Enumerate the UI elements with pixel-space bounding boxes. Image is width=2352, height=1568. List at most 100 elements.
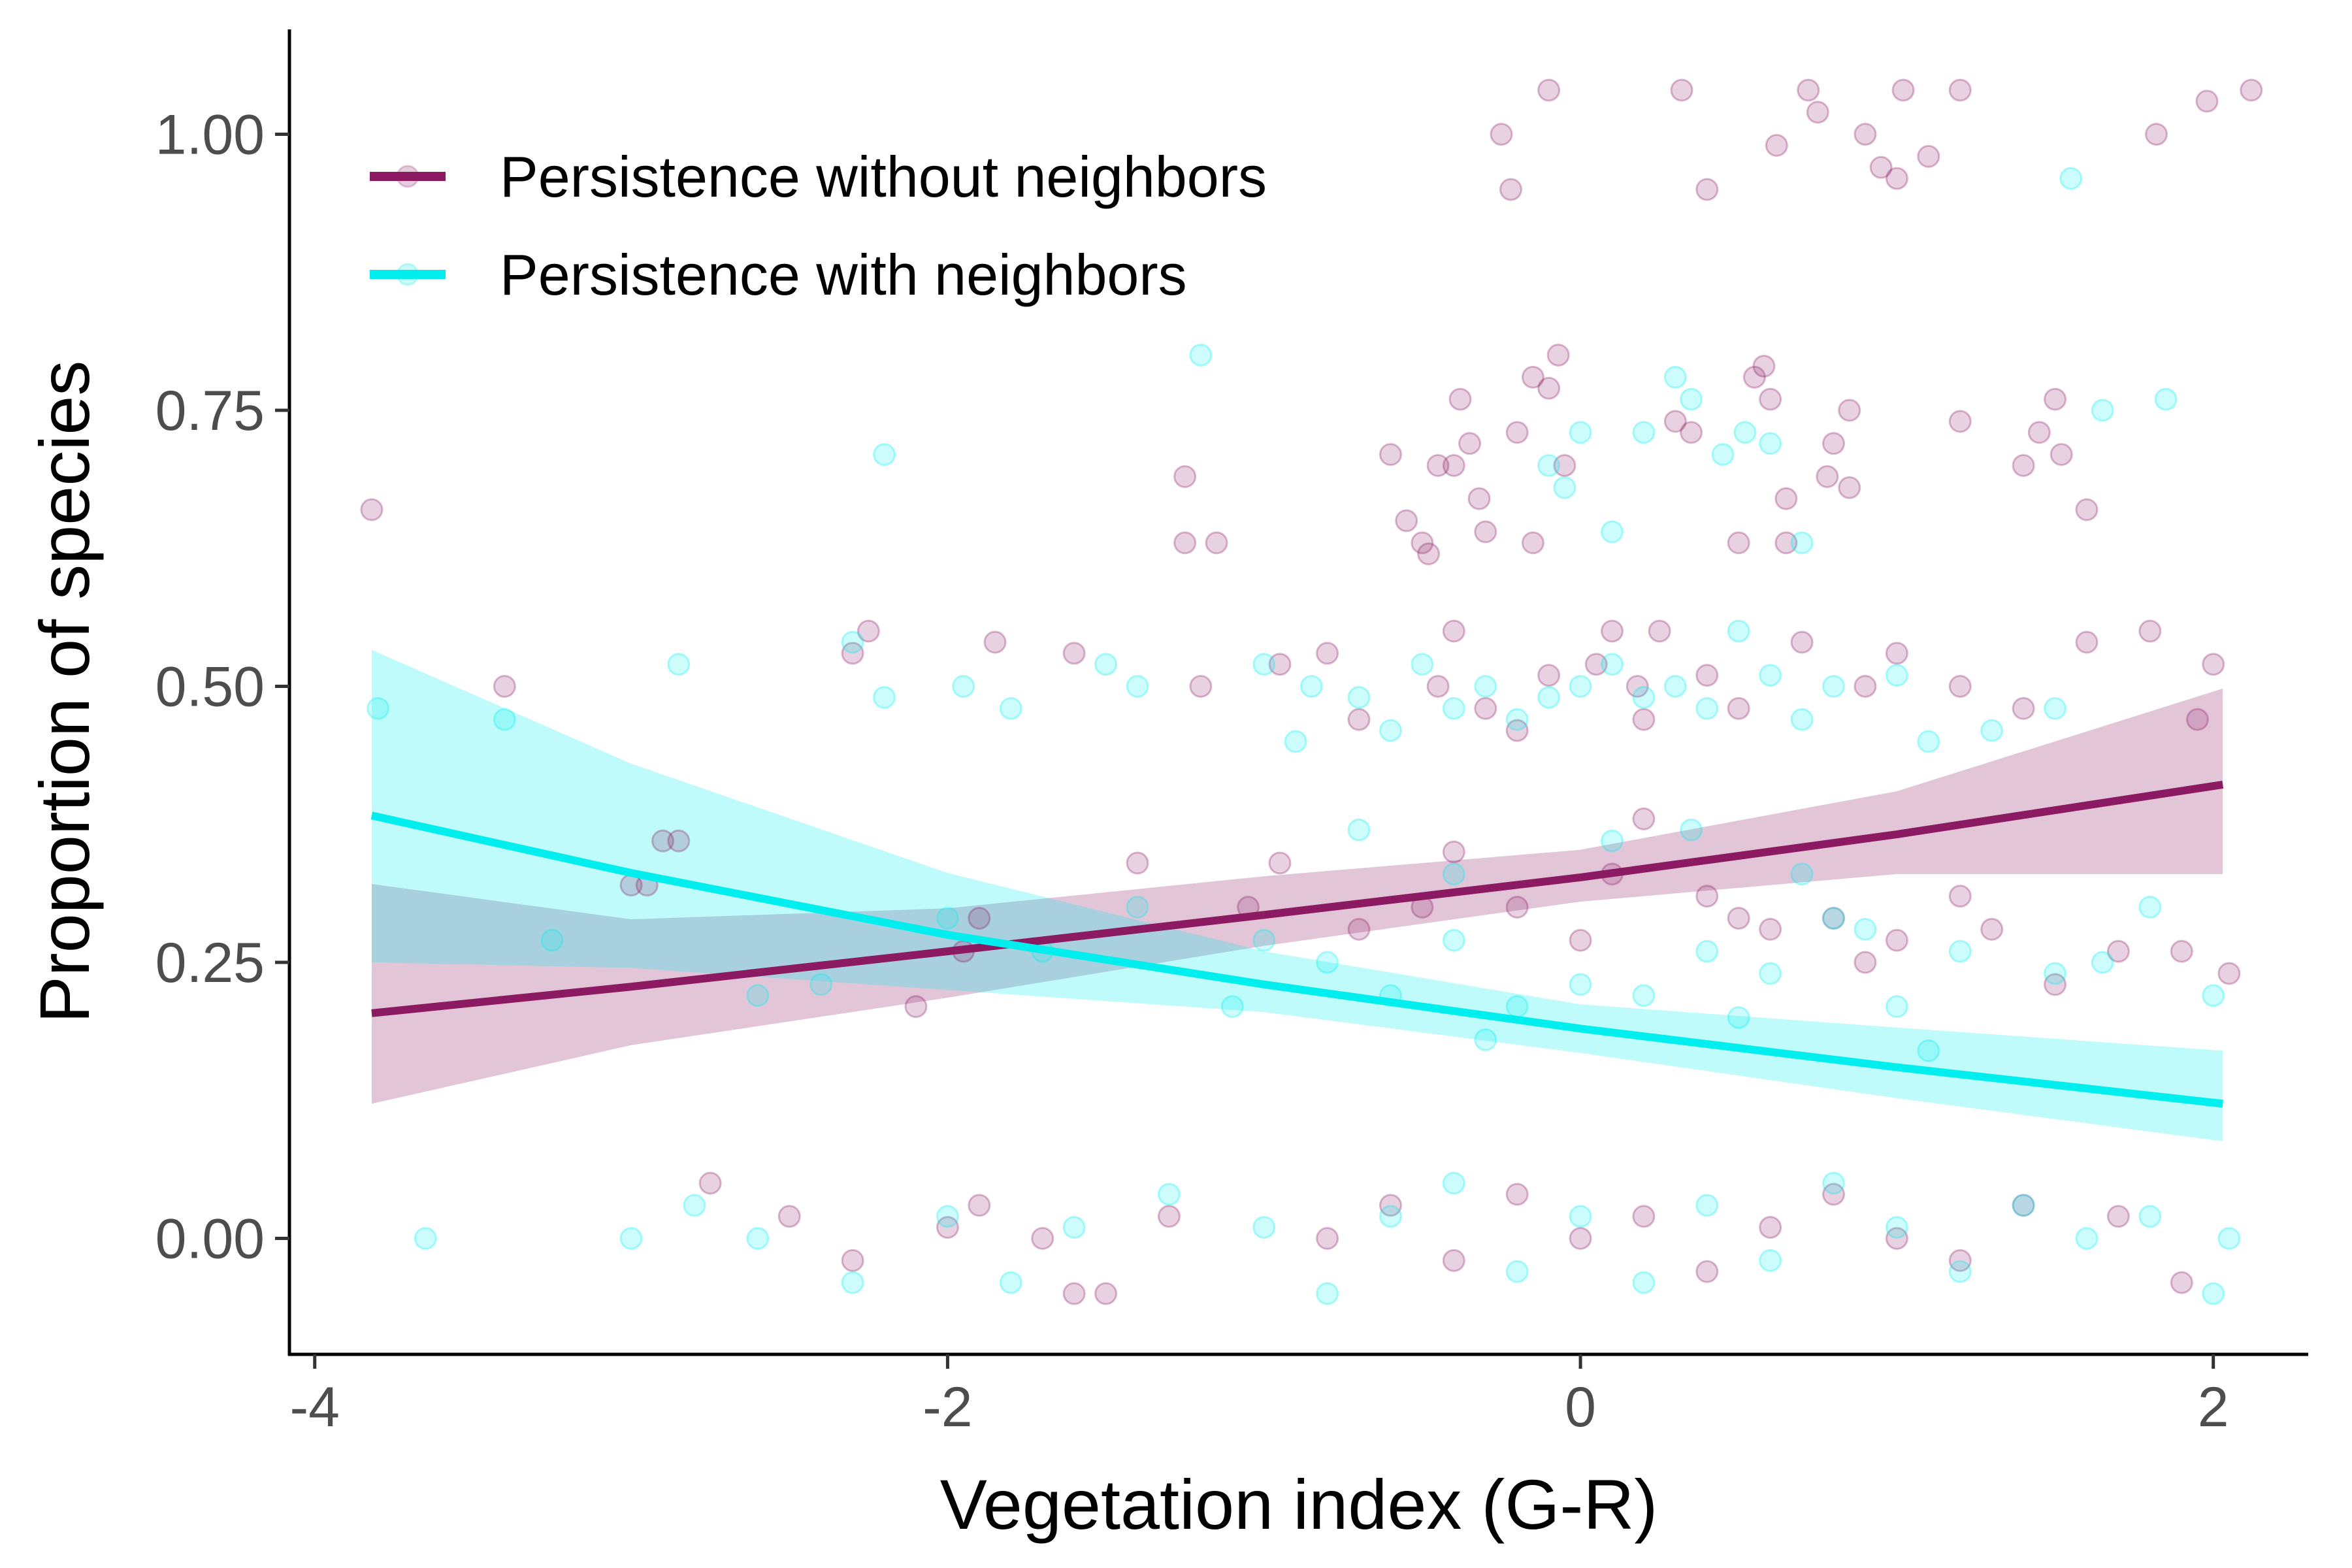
data-point-persistence-without-neighbors (1948, 78, 1972, 102)
data-point-persistence-without-neighbors (1553, 454, 1576, 478)
data-point-persistence-with-neighbors (683, 1194, 706, 1217)
data-point-persistence-without-neighbors (1854, 951, 1877, 974)
data-point-persistence-without-neighbors (1505, 719, 1529, 742)
data-point-persistence-with-neighbors (841, 630, 864, 654)
data-point-persistence-with-neighbors (2217, 1227, 2241, 1250)
data-point-persistence-without-neighbors (1774, 531, 1798, 555)
data-point-persistence-with-neighbors (1316, 1282, 1339, 1305)
data-point-persistence-without-neighbors (1467, 487, 1491, 510)
data-point-persistence-without-neighbors (1885, 1227, 1908, 1250)
data-point-persistence-without-neighbors (1316, 642, 1339, 665)
data-point-persistence-without-neighbors (2170, 939, 2193, 963)
data-point-persistence-without-neighbors (1521, 365, 1544, 389)
data-point-persistence-with-neighbors (1299, 675, 1323, 698)
data-point-persistence-with-neighbors (1252, 928, 1276, 952)
y-axis-ticks: 0.00 0.25 0.50 0.75 1.00 (155, 104, 289, 1271)
data-point-persistence-without-neighbors (983, 630, 1007, 654)
data-point-persistence-without-neighbors (1774, 487, 1798, 510)
data-point-persistence-with-neighbors (1600, 653, 1624, 676)
y-tick-label: 1.00 (155, 104, 265, 167)
data-point-persistence-without-neighbors (1838, 476, 1861, 499)
data-point-persistence-with-neighbors (1220, 995, 1244, 1019)
data-point-persistence-without-neighbors (2217, 962, 2241, 985)
data-point-persistence-without-neighbors (698, 1171, 722, 1195)
data-point-persistence-without-neighbors (1948, 1249, 1972, 1272)
data-point-persistence-with-neighbors (1126, 896, 1149, 919)
data-point-persistence-with-neighbors (1759, 664, 1782, 687)
data-point-persistence-with-neighbors (1442, 1171, 1465, 1195)
data-point-persistence-without-neighbors (1062, 642, 1086, 665)
data-point-persistence-without-neighbors (1474, 520, 1497, 544)
data-point-persistence-without-neighbors (1600, 619, 1624, 643)
data-point-persistence-with-neighbors (936, 1205, 959, 1228)
data-point-persistence-with-neighbors (1189, 344, 1213, 367)
data-point-persistence-with-neighbors (1790, 531, 1814, 555)
y-axis-title: Proportion of species (25, 361, 104, 1024)
data-point-persistence-with-neighbors (1474, 1028, 1497, 1051)
data-point-persistence-without-neighbors (777, 1205, 801, 1228)
data-point-persistence-with-neighbors (1948, 939, 1972, 963)
data-point-persistence-without-neighbors (1521, 531, 1544, 555)
data-point-persistence-with-neighbors (1885, 1216, 1908, 1239)
data-point-persistence-with-neighbors (1474, 675, 1497, 698)
data-point-persistence-without-neighbors (1695, 1260, 1719, 1283)
x-tick-label: 2 (2198, 1376, 2229, 1439)
data-point-persistence-without-neighbors (1759, 1216, 1782, 1239)
data-point-persistence-with-neighbors (1917, 730, 1940, 753)
data-point-persistence-without-neighbors (936, 1216, 959, 1239)
x-tick-label: 0 (1565, 1376, 1596, 1439)
data-point-persistence-with-neighbors (2044, 696, 2067, 720)
fit-line-persistence-with-neighbors (370, 811, 2223, 1108)
data-point-persistence-with-neighbors (619, 1227, 643, 1250)
data-point-persistence-with-neighbors (1632, 421, 1656, 444)
data-point-persistence-with-neighbors (493, 708, 516, 731)
data-point-persistence-without-neighbors (1797, 78, 1820, 102)
data-point-persistence-without-neighbors (1347, 708, 1371, 731)
legend-label-with-neighbors: Persistence with neighbors (500, 242, 1187, 307)
data-point-persistence-with-neighbors (1347, 818, 1371, 841)
data-point-persistence-with-neighbors (1980, 719, 2004, 742)
data-point-persistence-with-neighbors (1062, 1216, 1086, 1239)
data-point-persistence-without-neighbors (1505, 896, 1529, 919)
data-point-persistence-with-neighbors (1759, 432, 1782, 455)
data-point-persistence-without-neighbors (1765, 133, 1788, 157)
data-point-persistence-without-neighbors (857, 619, 880, 643)
data-point-persistence-with-neighbors (2138, 896, 2162, 919)
data-point-persistence-without-neighbors (1094, 1282, 1118, 1305)
data-point-persistence-without-neighbors (968, 906, 991, 930)
data-point-persistence-without-neighbors (1537, 376, 1561, 400)
data-point-persistence-without-neighbors (2240, 78, 2263, 102)
legend: Persistence without neighbors Persistenc… (370, 144, 1267, 307)
data-point-persistence-with-neighbors (367, 696, 390, 720)
data-point-persistence-without-neighbors (1411, 531, 1434, 555)
data-point-persistence-without-neighbors (1727, 531, 1750, 555)
data-point-persistence-without-neighbors (1790, 630, 1814, 654)
data-point-persistence-without-neighbors (1632, 708, 1656, 731)
data-point-persistence-with-neighbors (1790, 708, 1814, 731)
data-point-persistence-without-neighbors (1442, 1249, 1465, 1272)
data-point-persistence-with-neighbors (1347, 685, 1371, 709)
data-point-persistence-without-neighbors (1759, 387, 1782, 411)
data-point-persistence-without-neighbors (1670, 78, 1693, 102)
x-tick-label: -2 (923, 1376, 972, 1439)
data-point-persistence-without-neighbors (1885, 928, 1908, 952)
data-point-persistence-without-neighbors (841, 1249, 864, 1272)
ci-band-persistence-with-neighbors (371, 649, 2223, 1141)
data-point-persistence-without-neighbors (1759, 917, 1782, 941)
data-point-persistence-with-neighbors (1822, 906, 1846, 930)
data-point-persistence-with-neighbors (1157, 1183, 1181, 1206)
data-point-persistence-with-neighbors (1600, 520, 1624, 544)
data-point-persistence-with-neighbors (1632, 1271, 1656, 1294)
data-point-persistence-without-neighbors (2202, 653, 2225, 676)
data-point-persistence-with-neighbors (2091, 951, 2114, 974)
legend-key-point-without-neighbors (396, 165, 419, 188)
data-point-persistence-without-neighbors (2012, 454, 2035, 478)
data-point-persistence-without-neighbors (1752, 354, 1776, 378)
data-point-persistence-with-neighbors (1316, 951, 1339, 974)
data-point-persistence-without-neighbors (1426, 675, 1450, 698)
data-point-persistence-without-neighbors (1569, 1227, 1592, 1250)
data-point-persistence-without-neighbors (1505, 1183, 1529, 1206)
data-point-persistence-without-neighbors (1854, 123, 1877, 146)
data-point-persistence-without-neighbors (2012, 696, 2035, 720)
